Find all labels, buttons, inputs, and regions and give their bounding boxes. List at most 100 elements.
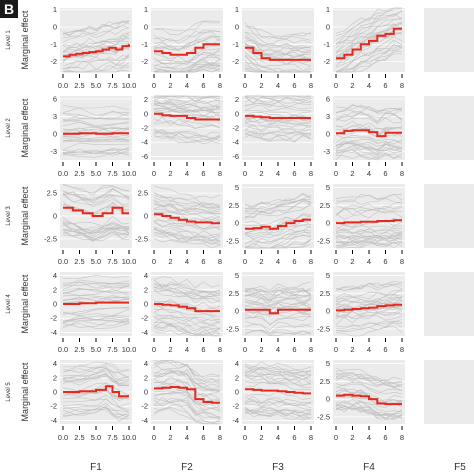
mean-effect-line xyxy=(63,44,130,58)
background-trace xyxy=(244,95,312,103)
x-tick-label: 6 xyxy=(201,345,205,354)
background-trace xyxy=(335,104,403,113)
y-tick-label: 2.5 xyxy=(47,189,57,198)
background-trace xyxy=(335,220,403,230)
background-trace xyxy=(335,375,403,389)
background-trace xyxy=(244,193,312,207)
x-tick-label: 6 xyxy=(383,433,387,442)
panel-level-1-f3: -2 -1 0 1 0 2 4 6 8 xyxy=(232,5,314,90)
background-trace xyxy=(244,54,312,66)
background-trace xyxy=(335,193,403,203)
background-trace xyxy=(153,101,221,112)
x-tick-label: 4 xyxy=(367,169,371,178)
y-tick-label: 2 xyxy=(53,285,57,294)
background-trace xyxy=(244,294,312,302)
background-trace xyxy=(335,305,403,316)
background-trace xyxy=(335,121,403,129)
background-trace xyxy=(335,225,403,234)
x-tick-label: 6 xyxy=(292,433,296,442)
y-tick-label: 0 xyxy=(53,212,57,221)
mean-effect-line xyxy=(336,27,402,60)
y-tick-label: 4 xyxy=(53,359,57,368)
background-trace xyxy=(153,401,221,423)
background-trace xyxy=(62,289,130,295)
background-trace xyxy=(153,397,221,419)
x-tick-label: 6 xyxy=(383,169,387,178)
background-trace xyxy=(153,279,221,295)
background-trace xyxy=(244,103,312,110)
background-trace xyxy=(244,109,312,116)
background-trace xyxy=(335,9,403,45)
background-trace xyxy=(244,199,312,212)
background-trace xyxy=(62,407,130,422)
background-trace xyxy=(62,228,130,234)
x-tick-label: 0.0 xyxy=(58,81,68,90)
mean-effect-line xyxy=(154,43,220,56)
x-tick-label: 8 xyxy=(218,433,222,442)
x-tick-label: 8 xyxy=(400,81,404,90)
background-trace xyxy=(153,391,221,412)
background-trace xyxy=(336,242,403,249)
background-trace xyxy=(62,148,130,153)
background-trace xyxy=(244,124,312,131)
x-tick-label: 10.0 xyxy=(122,81,137,90)
background-trace xyxy=(62,317,130,324)
background-trace xyxy=(153,281,221,294)
mean-effect-line xyxy=(245,388,311,395)
x-tick-label: 8 xyxy=(218,169,222,178)
y-tick-label: -3 xyxy=(323,147,330,156)
y-tick-label: 0 xyxy=(144,300,148,309)
y-axis-title: Marginal effect xyxy=(20,274,30,333)
background-trace xyxy=(335,381,403,395)
panel-level-2-f3: -6 -4 -2 0 2 0 2 4 6 8 xyxy=(232,95,314,178)
y-tick-label: 2.5 xyxy=(229,201,239,210)
background-trace xyxy=(153,378,221,398)
background-trace xyxy=(244,406,312,416)
background-trace xyxy=(62,27,130,43)
background-trace xyxy=(335,234,403,240)
x-tick-label: 2 xyxy=(259,345,263,354)
panel-background xyxy=(424,96,474,160)
mean-effect-line xyxy=(336,393,402,406)
background-trace xyxy=(62,105,130,110)
background-trace xyxy=(62,20,130,37)
x-tick-label: 7.5 xyxy=(107,345,117,354)
background-trace xyxy=(244,68,311,73)
background-trace xyxy=(244,293,312,301)
row-label-1: Level 1 xyxy=(6,30,12,50)
mean-effect-line xyxy=(154,112,220,121)
y-tick-label: -6 xyxy=(141,152,148,161)
background-trace xyxy=(335,225,403,232)
background-trace xyxy=(153,308,221,321)
y-tick-label: -4 xyxy=(50,416,57,425)
x-tick-label: 0 xyxy=(243,81,247,90)
background-trace xyxy=(62,306,130,315)
background-trace xyxy=(335,206,403,216)
panel-level-4-f4: -2.5 0 2.5 5 0 2 4 6 8 xyxy=(317,271,405,354)
x-tick-label: 2 xyxy=(168,345,172,354)
x-tick-label: 0 xyxy=(334,433,338,442)
background-trace xyxy=(244,281,312,291)
panel-level-1-f2: -2 -1 0 1 0 2 4 6 8 xyxy=(141,5,223,90)
background-trace xyxy=(62,279,130,288)
mean-effect-line xyxy=(63,301,129,305)
x-tick-label: 7.5 xyxy=(107,169,117,178)
x-tick-label: 0 xyxy=(243,257,247,266)
background-trace xyxy=(244,33,312,49)
background-trace xyxy=(335,7,403,41)
background-trace xyxy=(335,404,403,417)
background-trace xyxy=(153,227,221,239)
background-trace xyxy=(153,131,221,141)
figure-labels: Level 1 Marginal effect Level 2 Marginal ef… xyxy=(6,10,466,473)
background-trace xyxy=(153,359,221,379)
background-trace xyxy=(153,226,221,243)
background-trace xyxy=(335,193,403,201)
background-trace xyxy=(153,317,221,327)
y-axis-title: Marginal effect xyxy=(20,186,30,245)
x-tick-label: 0 xyxy=(243,433,247,442)
background-trace xyxy=(335,18,403,53)
panel-level-5-f2: -4 -2 0 2 4 0 2 4 6 8 xyxy=(141,359,223,442)
background-trace xyxy=(244,230,312,244)
y-tick-label: -2 xyxy=(50,314,57,323)
x-tick-label: 4 xyxy=(185,81,189,90)
